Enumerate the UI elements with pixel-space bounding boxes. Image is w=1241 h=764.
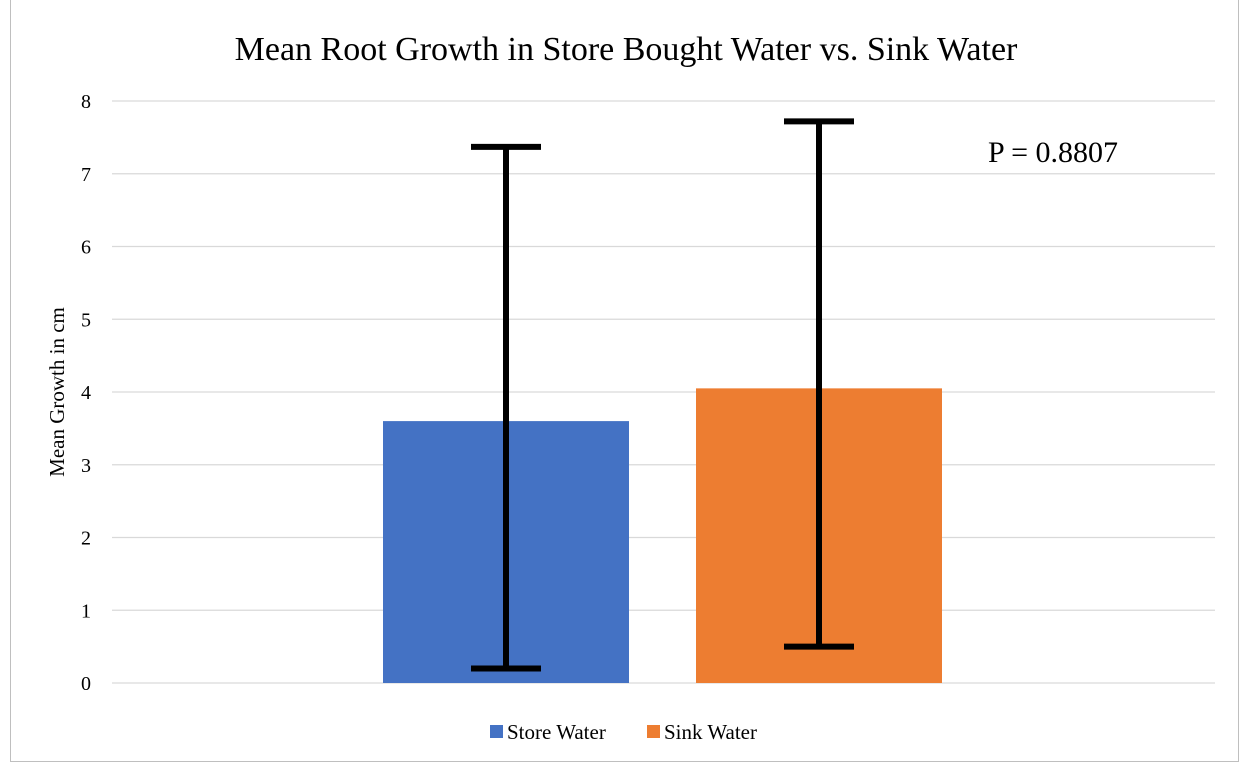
legend-item-store-water: Store Water	[490, 720, 606, 744]
legend-swatch	[490, 725, 503, 738]
y-tick-label: 8	[81, 91, 91, 113]
error-bars	[471, 118, 854, 672]
error-bar-sink-water	[784, 118, 854, 650]
bars	[383, 388, 942, 683]
chart-title: Mean Root Growth in Store Bought Water v…	[235, 31, 1018, 68]
error-bar-store-water	[471, 143, 541, 672]
y-tick-label: 2	[81, 528, 91, 550]
y-tick-label: 3	[81, 455, 91, 477]
y-tick-label: 7	[81, 164, 91, 186]
p-value-annotation: P = 0.8807	[988, 136, 1118, 169]
y-tick-label: 6	[81, 237, 91, 259]
gridlines	[112, 100, 1215, 684]
y-axis-label: Mean Growth in cm	[45, 307, 69, 477]
y-tick-label: 4	[81, 382, 91, 404]
legend-label: Store Water	[507, 720, 606, 744]
legend: Store Water Sink Water	[490, 720, 757, 744]
y-tick-label: 5	[81, 309, 91, 331]
y-tick-label: 1	[81, 600, 91, 622]
y-tick-labels: 0 1 2 3 4 5 6 7 8	[81, 91, 91, 695]
legend-label: Sink Water	[664, 720, 757, 744]
legend-swatch	[647, 725, 660, 738]
y-tick-label: 0	[81, 673, 91, 695]
legend-item-sink-water: Sink Water	[647, 720, 757, 744]
